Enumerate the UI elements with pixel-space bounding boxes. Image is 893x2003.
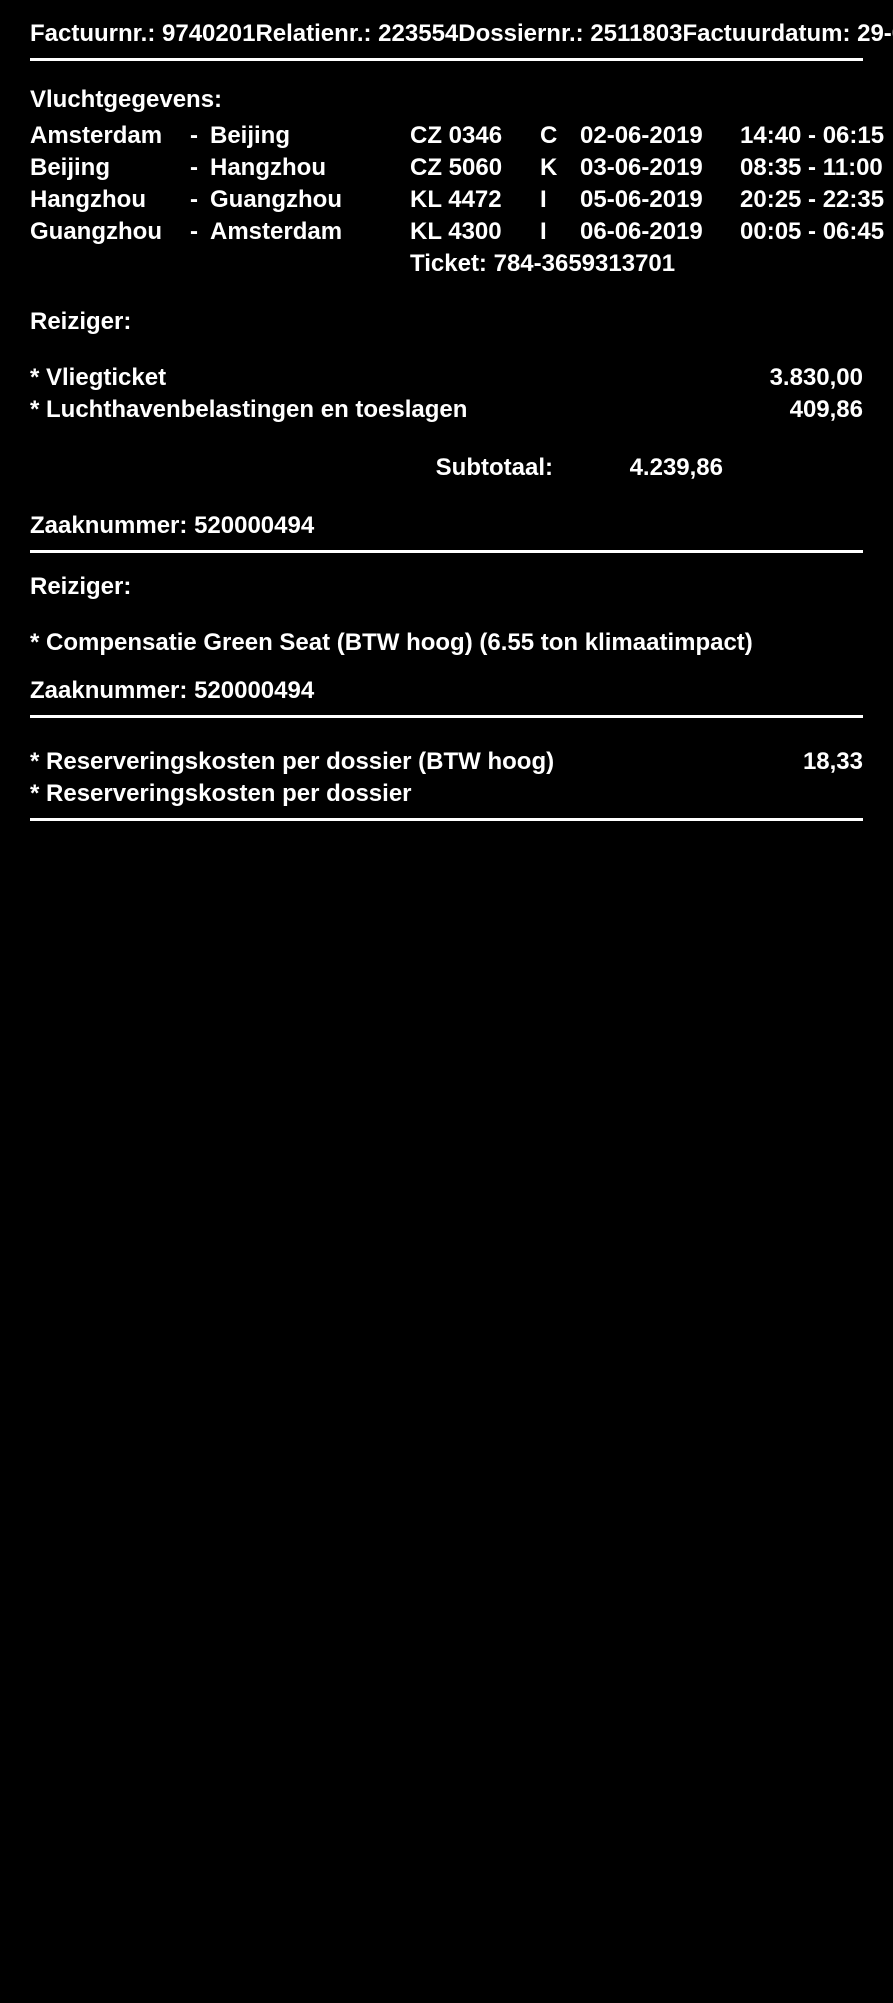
zaaknummer2-label: Zaaknummer: [30,677,187,704]
flight-class: K [540,154,580,182]
flight-class: C [540,122,580,150]
flight-from: Amsterdam [30,122,190,150]
dossiernr-label: Dossiernr.: [458,20,583,47]
factuurdatum-value: 29-05-2019 [857,20,893,47]
flight-to: Hangzhou [210,154,410,182]
relatienr: Relatienr.: 223554 [255,20,458,48]
flight-date: 06-06-2019 [580,218,740,246]
dossiernr-value: 2511803 [590,20,682,47]
flight-class: I [540,186,580,214]
factuurdatum-label: Factuurdatum: [682,20,850,47]
flight-time: 14:40 - 06:15 [740,122,884,150]
reiziger-label-1: Reiziger: [30,308,863,336]
flight-date: 02-06-2019 [580,122,740,150]
relatienr-label: Relatienr.: [255,20,371,47]
line-item-label: * Vliegticket [30,364,723,392]
line-items: * Vliegticket3.830,00* Luchthavenbelasti… [30,364,863,424]
flight-to: Beijing [210,122,410,150]
factuurnr-value: 9740201 [162,20,255,47]
flight-date: 03-06-2019 [580,154,740,182]
ticket-value: 784-3659313701 [494,250,676,277]
zaaknummer2-value: 520000494 [194,677,314,704]
flight-dash: - [190,154,210,182]
flight-from: Hangzhou [30,186,190,214]
flight-code: CZ 0346 [410,122,540,150]
compensatie-line: * Compensatie Green Seat (BTW hoog) (6.5… [30,629,863,657]
reiziger-label-2: Reiziger: [30,573,863,601]
line-item-label: * Luchthavenbelastingen en toeslagen [30,396,723,424]
reservering1-label: * Reserveringskosten per dossier (BTW ho… [30,748,723,776]
flight-to: Guangzhou [210,186,410,214]
flight-class: I [540,218,580,246]
flight-row: Beijing-HangzhouCZ 5060K03-06-201908:35 … [30,154,863,182]
flight-dash: - [190,218,210,246]
subtotal-value: 4.239,86 [583,454,723,482]
reservering-1: * Reserveringskosten per dossier (BTW ho… [30,748,863,776]
subtotal-label: Subtotaal: [436,454,553,482]
factuurnr-label: Factuurnr.: [30,20,155,47]
ticket-row: Ticket: 784-3659313701 [410,250,863,278]
flight-code: KL 4300 [410,218,540,246]
flight-time: 20:25 - 22:35 [740,186,884,214]
reservering2-label: * Reserveringskosten per dossier [30,780,723,808]
flight-dash: - [190,186,210,214]
factuurdatum: Factuurdatum: 29-05-2019 [682,20,893,48]
flight-row: Amsterdam-BeijingCZ 0346C02-06-201914:40… [30,122,863,150]
flight-date: 05-06-2019 [580,186,740,214]
subtotal-row: Subtotaal: 4.239,86 [30,454,863,482]
invoice-header: Factuurnr.: 9740201 Relatienr.: 223554 D… [30,20,863,61]
reservering1-amount: 18,33 [723,748,863,776]
flight-dash: - [190,122,210,150]
reservering-2: * Reserveringskosten per dossier [30,780,863,808]
zaaknummer1-label: Zaaknummer: [30,512,187,539]
flight-from: Beijing [30,154,190,182]
dossiernr: Dossiernr.: 2511803 [458,20,682,48]
ticket-label: Ticket: [410,250,487,277]
flight-time: 08:35 - 11:00 [740,154,883,182]
relatienr-value: 223554 [378,20,458,47]
factuurnr: Factuurnr.: 9740201 [30,20,255,48]
line-item-amount: 3.830,00 [723,364,863,392]
zaaknummer1-value: 520000494 [194,512,314,539]
flight-row: Hangzhou-GuangzhouKL 4472I05-06-201920:2… [30,186,863,214]
line-item-amount: 409,86 [723,396,863,424]
flight-code: CZ 5060 [410,154,540,182]
flight-to: Amsterdam [210,218,410,246]
line-item: * Luchthavenbelastingen en toeslagen409,… [30,396,863,424]
divider-1 [30,550,863,553]
flight-time: 00:05 - 06:45 [740,218,884,246]
vluchtgegevens-label: Vluchtgegevens: [30,86,863,114]
line-item: * Vliegticket3.830,00 [30,364,863,392]
flight-from: Guangzhou [30,218,190,246]
zaaknummer-2: Zaaknummer: 520000494 [30,677,863,705]
reservering2-amount [723,780,863,808]
zaaknummer-1: Zaaknummer: 520000494 [30,512,863,540]
divider-3 [30,818,863,821]
flight-row: Guangzhou-AmsterdamKL 4300I06-06-201900:… [30,218,863,246]
flight-code: KL 4472 [410,186,540,214]
flights-list: Amsterdam-BeijingCZ 0346C02-06-201914:40… [30,122,863,246]
divider-2 [30,715,863,718]
